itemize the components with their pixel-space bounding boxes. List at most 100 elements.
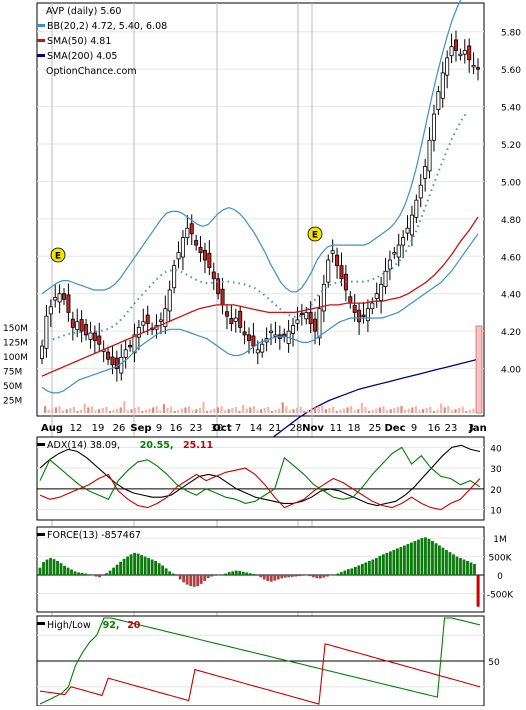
x-tick-label: 12 [70, 423, 83, 434]
candle-body [70, 318, 75, 328]
force-bar [38, 567, 42, 576]
volume-bar [80, 409, 83, 413]
force-bar [140, 555, 144, 576]
force-bar [420, 538, 424, 576]
volume-bar [396, 406, 399, 413]
candle-body [233, 317, 238, 322]
candle-body [145, 314, 150, 325]
volume-bar [101, 408, 104, 413]
volume-bar [440, 403, 443, 413]
volume-bar [267, 406, 270, 413]
volume-bar [447, 406, 450, 413]
force-bar [469, 562, 473, 576]
volume-bar [188, 406, 191, 413]
force-bar [59, 563, 63, 576]
candle-body [119, 356, 124, 374]
candle-body [141, 321, 146, 326]
force-bar [213, 575, 217, 576]
force-bar [129, 554, 133, 576]
legend-swatch [37, 622, 45, 625]
volume-bar [130, 409, 133, 413]
candle-body [242, 331, 247, 336]
candle-body [57, 293, 62, 303]
highlow-legend-label: High/Low [47, 620, 91, 631]
volume-bar [227, 409, 230, 413]
candle-body [207, 252, 212, 268]
candle-body [211, 271, 216, 280]
volume-bar [191, 410, 194, 413]
force-bar [255, 575, 259, 576]
force-bar [413, 541, 417, 576]
candle-body [321, 283, 326, 312]
force-bar [318, 575, 322, 579]
volume-bar [144, 409, 147, 413]
force-tick-label: 1M [493, 535, 507, 545]
highlow-legend-label: 20 [127, 620, 141, 631]
candle-body [106, 351, 111, 360]
volume-bar [339, 409, 342, 413]
force-bar [94, 575, 98, 577]
volume-bar [94, 410, 97, 413]
force-bar [157, 563, 161, 576]
force-bar [343, 570, 347, 576]
bb-lower-line [41, 233, 479, 394]
volume-bar [472, 408, 475, 413]
volume-bar [44, 406, 47, 413]
force-bar [473, 563, 476, 576]
candle-body [185, 227, 190, 238]
volume-bar [98, 409, 101, 413]
candle-body [273, 334, 278, 337]
candle-body [136, 326, 141, 338]
volume-bar [159, 410, 162, 413]
force-bar [378, 555, 382, 576]
volume-bar [72, 406, 75, 413]
force-bar [150, 559, 154, 576]
force-panel-frame [36, 526, 485, 613]
adx-legend-label: ADX(14) 38.09, [47, 440, 120, 451]
candle-body [449, 46, 454, 57]
volume-bar [58, 406, 61, 413]
force-bar [290, 575, 294, 577]
force-bar [164, 568, 168, 576]
sma50-line [41, 216, 479, 377]
force-bar [192, 575, 196, 587]
candle-body [97, 335, 102, 345]
candle-body [251, 335, 256, 347]
candle-body [387, 259, 392, 270]
candle-body [467, 45, 472, 61]
force-bar [410, 542, 413, 576]
force-bar [399, 546, 403, 576]
volume-bar [245, 408, 248, 413]
volume-bar [198, 408, 201, 413]
x-tick-label: Dec [384, 423, 405, 434]
force-bar [259, 575, 263, 578]
volume-bar [454, 409, 457, 413]
candle-body [374, 293, 379, 299]
volume-bar [314, 407, 317, 413]
force-bar [210, 575, 214, 577]
volume-bar [134, 408, 137, 413]
volume-bar [202, 401, 205, 413]
candle-body [255, 349, 260, 354]
candle-body [401, 237, 406, 246]
force-bar [322, 575, 326, 578]
x-tick-label: 21 [269, 423, 282, 434]
candle-body [220, 288, 225, 306]
volume-bar [306, 409, 309, 413]
force-bar [455, 556, 459, 576]
earnings-marker [50, 247, 66, 263]
x-tick-label: 3 [468, 423, 474, 434]
force-bar [84, 573, 87, 576]
volume-bar [281, 402, 284, 413]
force-bar [427, 538, 431, 576]
force-bar [101, 575, 105, 576]
price-tick-label: 4.40 [501, 291, 521, 301]
force-tick-label: -500K [487, 591, 514, 601]
x-tick-label: 16 [428, 423, 441, 434]
force-bar [203, 575, 207, 581]
volume-bar [450, 410, 453, 413]
volume-tick-label: 100M [3, 353, 28, 363]
force-bar [56, 561, 59, 576]
volume-bar [364, 406, 367, 413]
volume-bar [116, 408, 119, 413]
